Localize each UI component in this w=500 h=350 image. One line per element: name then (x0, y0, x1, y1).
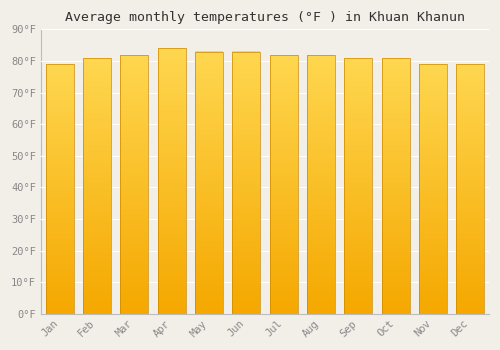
Bar (382, 58, 409, 314)
Bar (419, 64, 447, 314)
Bar (195, 51, 223, 314)
Title: Average monthly temperatures (°F ) in Khuan Khanun: Average monthly temperatures (°F ) in Kh… (65, 11, 465, 24)
Bar (120, 55, 148, 314)
Bar (46, 64, 74, 314)
Bar (83, 58, 111, 314)
Bar (158, 48, 186, 314)
Bar (270, 55, 297, 314)
Bar (307, 55, 335, 314)
Bar (232, 51, 260, 314)
Bar (456, 64, 484, 314)
Bar (344, 58, 372, 314)
